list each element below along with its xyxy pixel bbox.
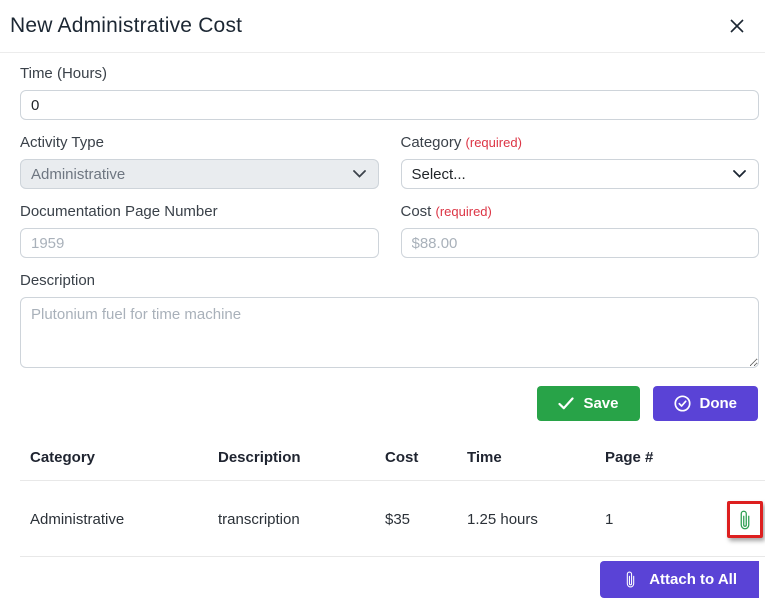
save-button-label: Save bbox=[583, 395, 619, 412]
col-header-page: Page # bbox=[605, 439, 726, 481]
cost-input[interactable] bbox=[400, 228, 759, 258]
cost-label-text: Cost bbox=[400, 203, 432, 220]
cell-category: Administrative bbox=[20, 480, 218, 557]
costs-table: Category Description Cost Time Page # Ad… bbox=[20, 439, 765, 557]
attach-all-row: Attach to All bbox=[20, 561, 759, 598]
attach-row-button[interactable] bbox=[735, 510, 755, 530]
cell-attach bbox=[726, 480, 765, 557]
cell-cost: $35 bbox=[385, 480, 467, 557]
cell-description: transcription bbox=[218, 480, 385, 557]
doc-page-number-field: Documentation Page Number bbox=[20, 203, 379, 258]
cost-label: Cost (required) bbox=[401, 203, 760, 220]
check-circle-icon bbox=[673, 395, 691, 412]
page-title: New Administrative Cost bbox=[10, 14, 243, 37]
time-hours-field: Time (Hours) bbox=[20, 65, 759, 120]
cell-page: 1 bbox=[605, 480, 726, 557]
activity-type-select: Administrative bbox=[20, 159, 379, 189]
category-label-text: Category bbox=[400, 134, 462, 151]
chevron-down-icon bbox=[352, 170, 366, 178]
description-field: Description bbox=[20, 272, 759, 368]
modal-actions: Save Done bbox=[20, 386, 759, 421]
col-header-time: Time bbox=[467, 439, 605, 481]
paperclip-icon bbox=[622, 571, 639, 588]
description-label: Description bbox=[20, 272, 96, 289]
description-textarea[interactable] bbox=[20, 297, 759, 368]
activity-type-selected-value: Administrative bbox=[31, 165, 126, 183]
category-field: Category (required) Select... bbox=[400, 134, 760, 189]
new-administrative-cost-modal: New Administrative Cost Time (Hours) Act… bbox=[0, 0, 765, 598]
check-icon bbox=[558, 397, 575, 410]
activity-type-label: Activity Type bbox=[20, 134, 104, 151]
cell-time: 1.25 hours bbox=[467, 480, 605, 557]
col-header-attach bbox=[726, 439, 765, 481]
close-icon bbox=[729, 18, 745, 34]
col-header-description: Description bbox=[218, 439, 385, 481]
chevron-down-icon bbox=[733, 170, 746, 178]
close-button[interactable] bbox=[723, 12, 751, 40]
attach-to-all-label: Attach to All bbox=[649, 571, 737, 588]
table-header-row: Category Description Cost Time Page # bbox=[20, 439, 765, 481]
cost-required-note: (required) bbox=[435, 204, 492, 219]
category-required-note: (required) bbox=[465, 135, 522, 150]
attachment-highlight-box bbox=[727, 501, 763, 538]
col-header-cost: Cost bbox=[385, 439, 467, 481]
activity-type-field: Activity Type Administrative bbox=[20, 134, 379, 189]
cost-field: Cost (required) bbox=[400, 203, 760, 258]
modal-header: New Administrative Cost bbox=[0, 0, 765, 53]
col-header-category: Category bbox=[20, 439, 218, 481]
time-hours-input[interactable] bbox=[20, 90, 759, 120]
time-hours-label: Time (Hours) bbox=[20, 65, 107, 82]
save-button[interactable]: Save bbox=[537, 386, 640, 421]
doc-page-number-label: Documentation Page Number bbox=[20, 203, 218, 220]
table-row: Administrative transcription $35 1.25 ho… bbox=[20, 480, 765, 557]
modal-body: Time (Hours) Activity Type Administrativ… bbox=[0, 53, 765, 598]
category-selected-value: Select... bbox=[411, 165, 466, 183]
doc-page-number-input[interactable] bbox=[20, 228, 379, 258]
done-button[interactable]: Done bbox=[652, 386, 758, 421]
category-label: Category (required) bbox=[401, 134, 760, 151]
done-button-label: Done bbox=[699, 395, 738, 412]
category-select[interactable]: Select... bbox=[400, 159, 759, 189]
attach-to-all-button[interactable]: Attach to All bbox=[600, 561, 759, 598]
paperclip-icon bbox=[735, 510, 755, 530]
